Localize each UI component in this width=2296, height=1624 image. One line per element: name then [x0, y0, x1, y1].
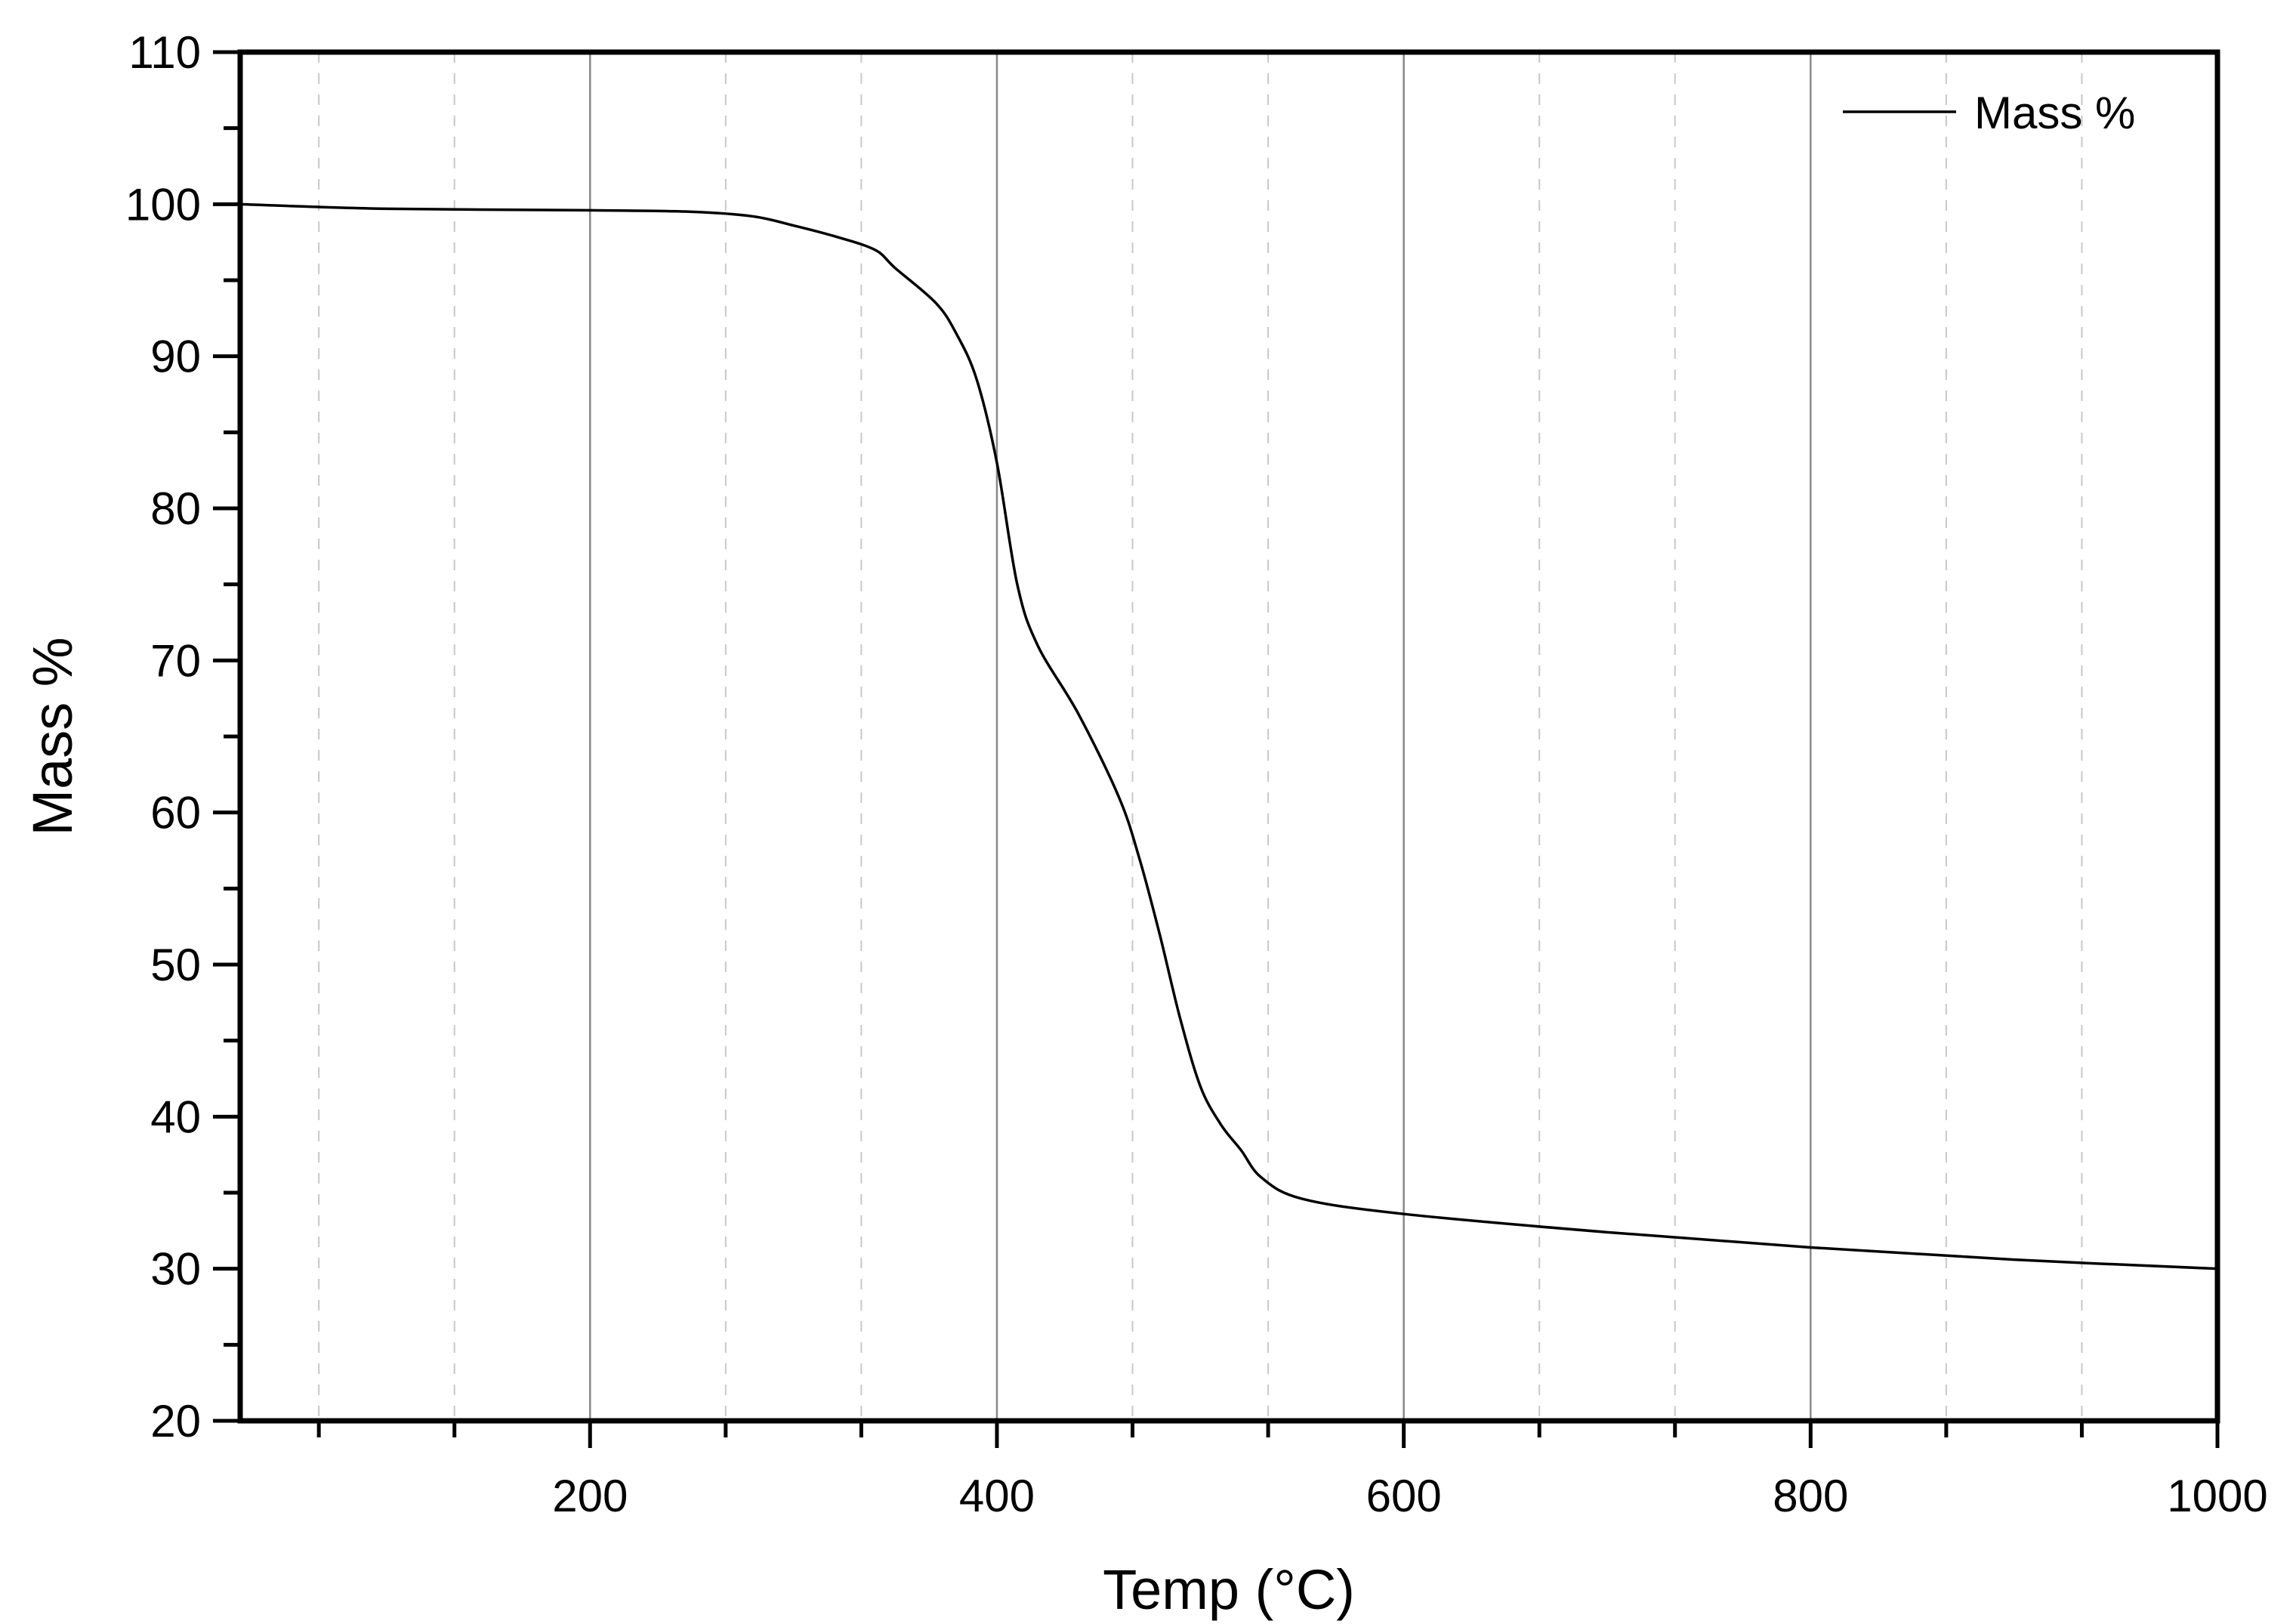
legend-label: Mass % — [1974, 88, 2135, 138]
series-line-mass — [239, 202, 2218, 1270]
y-tick-label: 60 — [150, 788, 201, 838]
legend: Mass % — [1843, 88, 2135, 138]
plot-frame — [237, 49, 2220, 1424]
x-tick-label: 1000 — [2167, 1471, 2267, 1521]
y-tick-label: 110 — [128, 27, 201, 78]
ticks — [213, 50, 2220, 1448]
y-tick-label: 100 — [125, 179, 201, 230]
y-tick-label: 50 — [150, 940, 201, 990]
y-tick-label: 70 — [150, 635, 201, 686]
x-tick-label: 400 — [959, 1471, 1035, 1521]
tick-labels: 200 400 600 800 1000 20 30 40 50 60 70 80 90 100 110 — [125, 27, 2268, 1521]
y-tick-label: 90 — [150, 332, 201, 382]
grid — [318, 52, 2083, 1421]
x-tick-label: 200 — [552, 1471, 628, 1521]
x-tick-label: 600 — [1366, 1471, 1442, 1521]
y-tick-label: 80 — [150, 483, 201, 534]
y-tick-label: 30 — [150, 1244, 201, 1295]
x-tick-label: 800 — [1773, 1471, 1848, 1521]
y-tick-label: 40 — [150, 1091, 201, 1142]
x-axis-title: Temp (°C) — [1103, 1558, 1355, 1621]
y-tick-label: 20 — [150, 1396, 201, 1446]
y-axis-title: Mass % — [21, 637, 84, 835]
